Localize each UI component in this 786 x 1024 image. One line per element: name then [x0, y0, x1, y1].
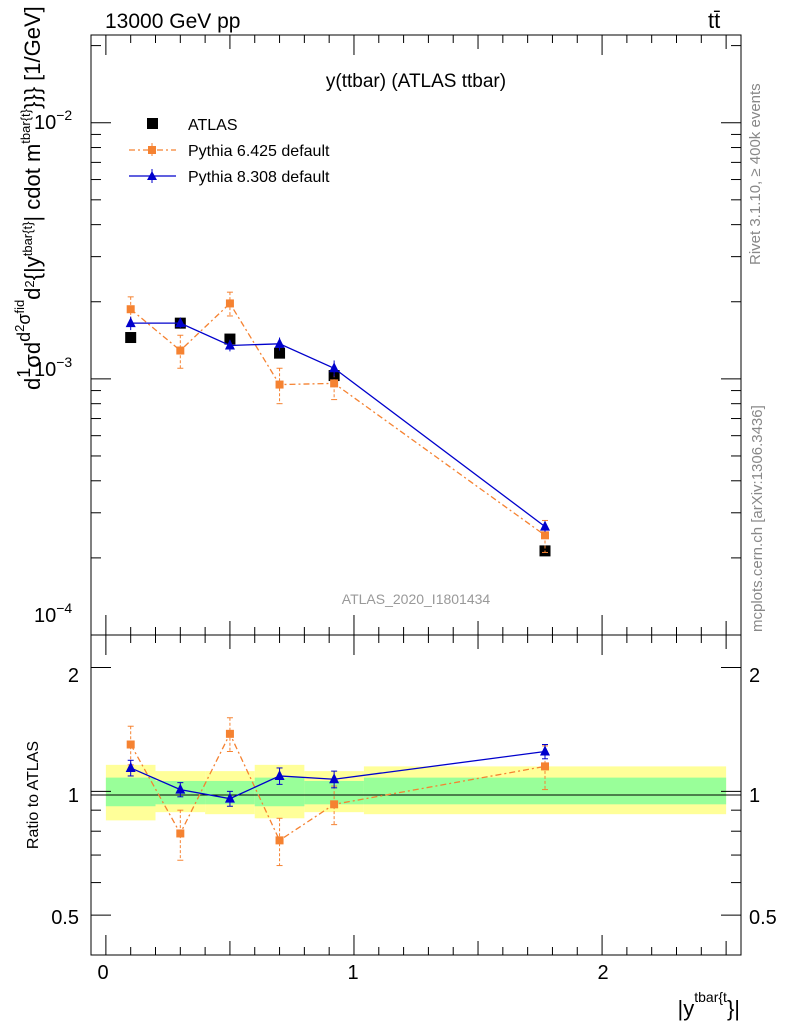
- y-tick-label-1e-4: 10−4: [34, 600, 72, 627]
- legend-marker-py8: [147, 171, 157, 180]
- data-point-py8: [329, 362, 340, 373]
- ratio-point-py8: [329, 773, 340, 784]
- ratio-point-py6: [126, 740, 135, 749]
- series-line-2: [130, 322, 546, 528]
- data-point-py8: [540, 520, 551, 531]
- ratio-point-py8: [274, 769, 285, 780]
- legend-marker-atlas: [147, 118, 158, 129]
- data-point-py8: [125, 317, 136, 328]
- data-point-atlas: [224, 333, 236, 345]
- ratio-series-line-1: [130, 750, 546, 800]
- ratio-data-layer: [125, 717, 551, 867]
- ratio-axis-ticks: [91, 635, 741, 956]
- series-line-1: [130, 302, 546, 536]
- ratio-point-py6: [275, 836, 284, 845]
- svg-text:d1σdd2σfidd2{|ytbar{t}| cdot m: d1σdd2σfidd2{|ytbar{t}| cdot mtbar{t}}}}…: [12, 6, 45, 390]
- ratio-point-py6: [541, 762, 550, 771]
- legend-marker-py6: [148, 146, 156, 154]
- data-point-py8: [175, 317, 186, 328]
- legend: ATLAS Pythia 6.425 default Pythia 8.308 …: [129, 117, 330, 186]
- main-data-layer: [125, 291, 551, 557]
- process-label: tt̄: [708, 8, 720, 33]
- ratio-point-py8: [175, 783, 186, 794]
- ratio-y-tick-label-left-1: 1: [68, 785, 79, 807]
- rivet-label: Rivet 3.1.10, ≥ 400k events: [747, 83, 764, 265]
- ratio-y-tick-label-right-1: 1: [749, 785, 760, 807]
- ratio-y-tick-label-right-0.5: 0.5: [749, 907, 777, 929]
- ratio-y-tick-label-left-2: 2: [68, 665, 79, 687]
- data-point-py6: [541, 531, 550, 540]
- ratio-point-py6: [176, 829, 185, 838]
- y-tick-label-1e-2: 10−2: [34, 107, 72, 134]
- ratio-point-py6: [225, 729, 234, 738]
- main-y-axis-label: d1σdd2σfidd2{|ytbar{t}| cdot mtbar{t}}}}…: [12, 6, 45, 390]
- main-panel: 10−2 10−3 10−4 y(ttbar) (ATLAS ttbar) AT…: [12, 6, 742, 636]
- data-point-py6: [275, 380, 284, 389]
- x-tick-label-0: 0: [97, 962, 108, 984]
- ratio-point-py8: [224, 792, 235, 803]
- data-point-py8: [274, 337, 285, 348]
- ratio-point-py8: [125, 761, 136, 772]
- main-axis-ticks: [91, 35, 741, 636]
- x-axis-label: |ytbar{t}|: [678, 989, 740, 1021]
- main-y-tick-labels: 10−2 10−3 10−4: [34, 107, 72, 627]
- legend-label-atlas: ATLAS: [188, 117, 238, 134]
- ratio-y-tick-labels: 0.5 1 2 0.5 1 2: [51, 665, 777, 929]
- legend-label-py6: Pythia 6.425 default: [188, 143, 330, 160]
- x-tick-label-2: 2: [597, 962, 608, 984]
- data-point-py8: [224, 339, 235, 350]
- ratio-y-tick-label-left-0.5: 0.5: [51, 907, 79, 929]
- ratio-y-axis-label: Ratio to ATLAS: [25, 741, 42, 849]
- data-point-py6: [225, 299, 234, 308]
- ratio-panel: Ratio to ATLAS 0.5 1 2 0.5 1 2 0 1 2 |yt…: [25, 634, 777, 1021]
- data-point-atlas: [274, 347, 286, 359]
- ratio-point-py6: [330, 800, 339, 809]
- data-point-atlas: [125, 332, 137, 344]
- legend-label-py8: Pythia 8.308 default: [188, 169, 330, 186]
- mcplots-label: mcplots.cern.ch [arXiv:1306.3436]: [749, 405, 766, 632]
- data-point-py6: [330, 379, 339, 388]
- ratio-band-inner: [105, 777, 156, 807]
- energy-label: 13000 GeV pp: [105, 10, 240, 33]
- data-point-py6: [126, 305, 135, 314]
- chart-title: y(ttbar) (ATLAS ttbar): [326, 71, 506, 92]
- ratio-point-py8: [540, 745, 551, 756]
- analysis-watermark: ATLAS_2020_I1801434: [342, 591, 491, 607]
- data-point-py6: [176, 346, 185, 355]
- x-tick-labels: 0 1 2: [97, 962, 608, 984]
- ratio-frame: [90, 634, 742, 956]
- x-tick-label-1: 1: [347, 962, 358, 984]
- y-tick-label-1e-3: 10−3: [34, 354, 72, 381]
- ratio-y-tick-label-right-2: 2: [749, 665, 760, 687]
